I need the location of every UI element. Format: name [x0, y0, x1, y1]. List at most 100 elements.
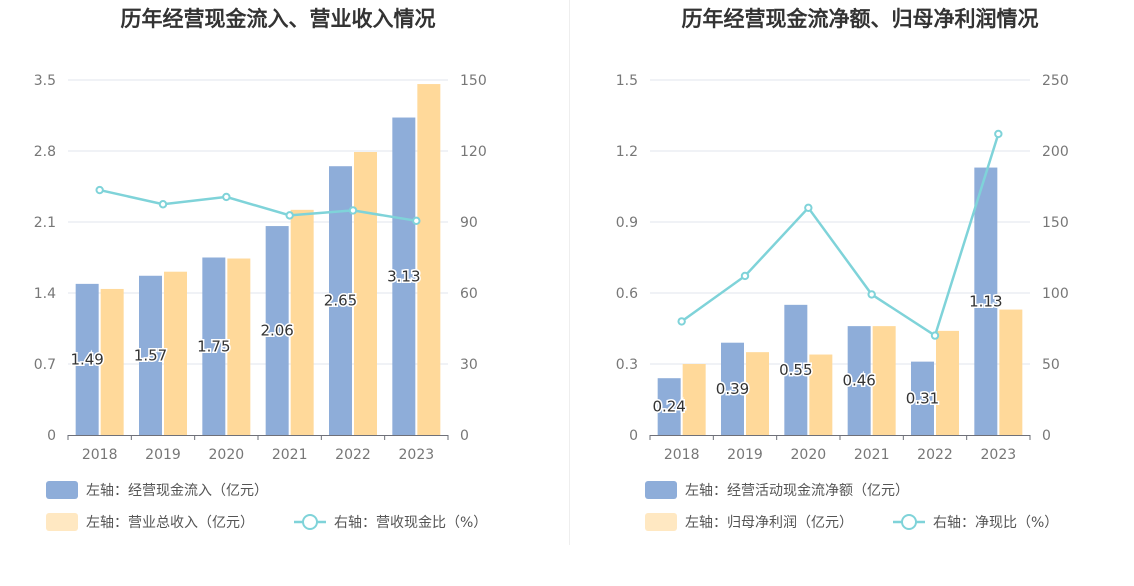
bar-data-label: 0.24 — [652, 398, 685, 416]
left-axis-tick-label: 0 — [629, 428, 638, 444]
bar-secondary — [936, 330, 959, 435]
right-axis-tick-label: 0 — [1042, 428, 1051, 444]
bar-data-label: 3.13 — [387, 267, 420, 285]
legend-label: 左轴：经营活动现金流净额（亿元） — [685, 483, 909, 499]
left-axis-tick-label: 0.7 — [34, 357, 56, 373]
legend-swatch-marker — [302, 514, 318, 530]
legend: 左轴：经营活动现金流净额（亿元） 左轴：归母净利润（亿元） 右轴：净现比（%） — [645, 481, 1058, 531]
bar-data-label: 0.55 — [779, 361, 812, 379]
bar-secondary — [999, 309, 1023, 435]
right-axis-tick-label: 30 — [460, 357, 478, 373]
bar-data-label: 1.49 — [70, 350, 103, 368]
x-axis-tick-label: 2019 — [145, 447, 181, 463]
right-axis-tick-label: 250 — [1042, 73, 1069, 89]
bar-secondary — [290, 209, 314, 435]
bar-primary — [75, 283, 99, 435]
left-axis-tick-label: 0.6 — [616, 286, 638, 302]
bar-primary — [657, 378, 681, 435]
line-point — [412, 216, 421, 226]
legend-swatch-marker — [901, 514, 917, 530]
bar-data-label: 1.13 — [969, 292, 1002, 310]
bar-data-label: 0.46 — [842, 372, 875, 390]
x-axis-tick-label: 2019 — [727, 447, 763, 463]
left-axis-tick-label: 1.4 — [34, 286, 56, 302]
left-axis-tick-label: 1.5 — [616, 73, 638, 89]
x-axis-tick-label: 2021 — [854, 447, 890, 463]
line-series — [680, 133, 1000, 338]
left-axis-tick-label: 2.1 — [34, 215, 56, 231]
legend-swatch — [645, 481, 677, 499]
right-axis-tick-label: 150 — [1042, 215, 1069, 231]
line-point — [677, 317, 686, 326]
bar-secondary — [164, 271, 187, 435]
x-axis-tick-label: 2018 — [664, 447, 700, 463]
line-series — [99, 188, 417, 223]
legend-label: 右轴：净现比（%） — [933, 515, 1058, 531]
right-axis-tick-label: 50 — [1042, 357, 1060, 373]
bar-secondary — [100, 288, 124, 435]
bar-primary — [329, 166, 352, 435]
bar-secondary — [682, 364, 706, 435]
bar-secondary — [417, 84, 441, 436]
x-axis-tick-label: 2021 — [272, 447, 308, 463]
right-axis-tick-label: 90 — [460, 215, 478, 231]
right-axis-tick-label: 120 — [460, 144, 487, 160]
left-axis-tick-label: 1.2 — [616, 144, 638, 160]
x-axis-tick-label: 2023 — [981, 447, 1017, 463]
line-point — [867, 290, 876, 299]
chart-title: 历年经营现金流净额、归母净利润情况 — [682, 7, 1039, 31]
line-point — [222, 192, 231, 202]
x-axis-tick-label: 2023 — [399, 447, 435, 463]
legend-label: 左轴：经营现金流入（亿元） — [86, 483, 268, 499]
bar-data-label: 1.75 — [197, 337, 230, 355]
bar-secondary — [227, 258, 251, 435]
x-axis-tick-label: 2020 — [791, 447, 827, 463]
bar-primary — [847, 326, 871, 435]
x-axis-tick-label: 2022 — [917, 447, 953, 463]
legend-label: 右轴：营收现金比（%） — [334, 515, 487, 531]
bar-secondary — [354, 152, 377, 435]
bar-primary — [974, 167, 998, 436]
bar-primary — [202, 257, 226, 435]
x-axis-tick-label: 2018 — [82, 447, 118, 463]
bar-primary — [265, 226, 289, 435]
left-axis-tick-label: 2.8 — [34, 144, 56, 160]
line-point — [348, 206, 358, 215]
bar-primary — [139, 275, 162, 435]
line-point — [994, 129, 1003, 139]
bar-primary — [392, 117, 416, 436]
bar-primary — [784, 304, 808, 435]
legend-swatch — [46, 513, 78, 531]
left-axis-tick-label: 0.9 — [616, 215, 638, 231]
line-point — [95, 185, 104, 195]
legend: 左轴：经营现金流入（亿元） 左轴：营业总收入（亿元） 右轴：营收现金比（%） — [46, 481, 487, 531]
right-axis-tick-label: 60 — [460, 286, 478, 302]
line-point — [740, 271, 750, 281]
legend-label: 左轴：归母净利润（亿元） — [685, 514, 853, 531]
legend-swatch — [645, 513, 677, 531]
bar-data-label: 2.65 — [324, 292, 357, 310]
bar-primary — [911, 361, 934, 435]
chart-panel-2: 历年经营现金流净额、归母净利润情况 0 0 0.3 50 0.6 100 0.9 150 1.2 2… — [616, 7, 1069, 531]
bar-data-label: 0.31 — [906, 389, 939, 407]
bar-data-label: 1.57 — [134, 346, 167, 364]
left-axis-tick-label: 0.3 — [616, 357, 638, 373]
bar-data-label: 2.06 — [260, 322, 293, 340]
right-axis-tick-label: 200 — [1042, 144, 1069, 160]
right-axis-tick-label: 150 — [460, 73, 487, 89]
bar-data-label: 0.39 — [716, 380, 749, 398]
bar-primary — [721, 342, 744, 435]
right-axis-tick-label: 100 — [1042, 286, 1069, 302]
bar-secondary — [746, 352, 769, 435]
line-point — [158, 200, 168, 209]
line-point — [930, 331, 940, 340]
legend-label: 左轴：营业总收入（亿元） — [86, 515, 254, 531]
line-point — [804, 203, 813, 213]
bar-secondary — [809, 354, 833, 435]
chart-title: 历年经营现金流入、营业收入情况 — [121, 7, 436, 31]
x-axis-tick-label: 2022 — [335, 447, 371, 463]
chart-panel-1: 历年经营现金流入、营业收入情况 0 0 0.7 30 1.4 60 2.1 90 2.8 120 3.… — [34, 7, 487, 531]
x-axis-tick-label: 2020 — [209, 447, 245, 463]
